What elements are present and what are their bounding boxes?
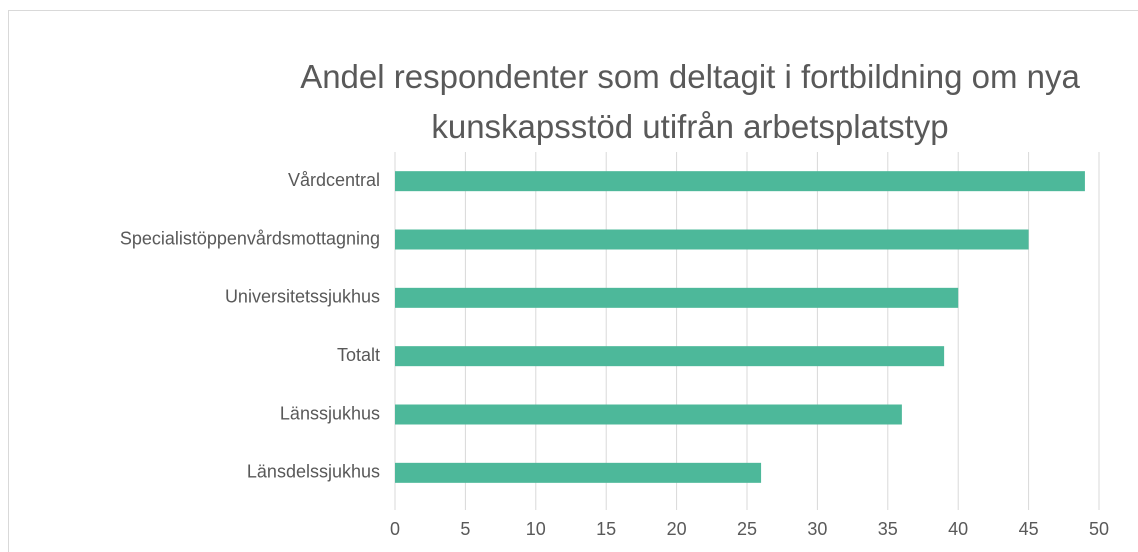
y-tick-label: Universitetssjukhus: [225, 287, 380, 307]
y-tick-label: Totalt: [337, 345, 380, 365]
bar: [395, 462, 762, 483]
x-tick-label: 5: [460, 519, 470, 539]
x-tick-label: 50: [1089, 519, 1109, 539]
x-tick-label: 0: [390, 519, 400, 539]
y-tick-label: Länsdelssjukhus: [247, 462, 380, 482]
x-tick-label: 35: [878, 519, 898, 539]
chart-title: Andel respondenter som deltagit i fortbi…: [300, 58, 1080, 145]
x-tick-label: 40: [948, 519, 968, 539]
y-tick-label: Länssjukhus: [280, 403, 380, 423]
x-tick-label: 20: [667, 519, 687, 539]
x-tick-label: 45: [1019, 519, 1039, 539]
x-tick-label: 15: [596, 519, 616, 539]
x-tick-label: 30: [807, 519, 827, 539]
chart-border: [8, 10, 1138, 552]
bar: [395, 171, 1085, 192]
bar: [395, 287, 959, 308]
x-tick-label: 10: [526, 519, 546, 539]
bar: [395, 404, 902, 425]
bar: [395, 346, 945, 367]
x-tick-label: 25: [737, 519, 757, 539]
y-tick-label: Specialistöppenvårdsmottagning: [120, 228, 380, 248]
y-tick-label: Vårdcentral: [288, 170, 380, 190]
bar: [395, 229, 1029, 250]
